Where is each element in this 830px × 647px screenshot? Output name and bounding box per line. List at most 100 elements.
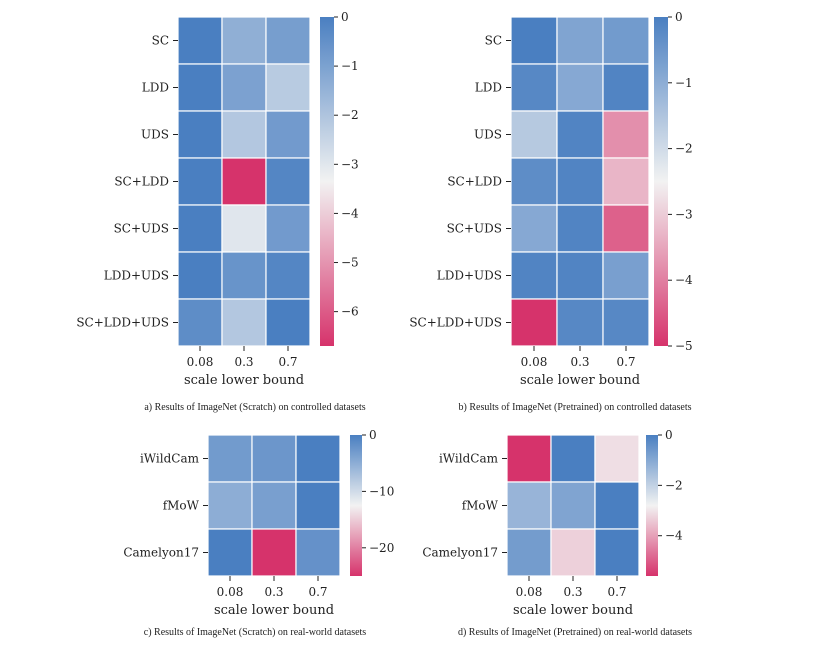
- heatmap-d-xtick-label: 0.7: [607, 585, 626, 599]
- heatmap-d-ytick-label: iWildCam: [439, 452, 499, 466]
- heatmap-d-cell-2-2: [594, 528, 640, 577]
- colorbar-d: [646, 435, 658, 576]
- caption-c: c) Results of ImageNet (Scratch) on real…: [143, 627, 367, 638]
- colorbar-d-tick-label: −2: [665, 478, 683, 492]
- colorbar-d-tick-label: −4: [665, 529, 683, 543]
- heatmap-d-cell-0-2: [594, 434, 640, 483]
- heatmap-b-cell-0-2: [602, 16, 650, 65]
- heatmap-a-cell-2-1: [221, 110, 267, 159]
- heatmap-a-cell-3-2: [265, 157, 311, 206]
- heatmap-c-cell-2-0: [207, 528, 253, 577]
- heatmap-c-xtick-label: 0.7: [308, 585, 327, 599]
- heatmap-c-xtick-label: 0.3: [264, 585, 283, 599]
- heatmap-b-xtick-label: 0.7: [616, 355, 635, 369]
- heatmap-a-cell-4-1: [221, 204, 267, 253]
- colorbar-b-tick-label: −3: [675, 207, 693, 221]
- colorbar-a-tick-label: −1: [341, 59, 359, 73]
- heatmap-b-xtick-label: 0.08: [521, 355, 548, 369]
- colorbar-a-tick-label: −4: [341, 206, 359, 220]
- colorbar-d-tick-label: 0: [665, 428, 673, 442]
- heatmap-b-ytick-label: SC+LDD: [447, 175, 502, 189]
- heatmap-b-cell-3-0: [510, 157, 558, 206]
- heatmap-c-ytick-label: iWildCam: [140, 452, 200, 466]
- colorbar-b-tick-label: −1: [675, 76, 693, 90]
- heatmap-a-cell-2-2: [265, 110, 311, 159]
- heatmap-c-ytick-label: Camelyon17: [123, 546, 199, 560]
- heatmap-b-cell-2-2: [602, 110, 650, 159]
- colorbar-b: [654, 17, 668, 346]
- heatmap-d-xlabel: scale lower bound: [513, 603, 633, 618]
- heatmap-b-cell-5-1: [556, 251, 604, 300]
- heatmap-a-ytick-label: SC+LDD+UDS: [76, 316, 169, 330]
- heatmap-a-cell-5-0: [177, 251, 223, 300]
- heatmap-a-ytick-label: LDD: [142, 81, 169, 95]
- heatmap-d-cell-1-1: [550, 481, 596, 530]
- colorbar-a-tick-label: −2: [341, 108, 359, 122]
- heatmap-a-cell-0-2: [265, 16, 311, 65]
- heatmap-c-ytick-label: fMoW: [163, 499, 200, 513]
- heatmap-c-cell-0-1: [251, 434, 297, 483]
- heatmap-b-cell-1-1: [556, 63, 604, 112]
- heatmap-a-cell-4-2: [265, 204, 311, 253]
- heatmap-a-cell-6-2: [265, 298, 311, 347]
- caption-a: a) Results of ImageNet (Scratch) on cont…: [144, 402, 366, 413]
- heatmap-d-cell-2-1: [550, 528, 596, 577]
- heatmap-a-xtick-label: 0.08: [187, 355, 214, 369]
- heatmap-b-cell-3-2: [602, 157, 650, 206]
- heatmap-a-cell-6-1: [221, 298, 267, 347]
- heatmap-b-ytick-label: LDD+UDS: [437, 269, 502, 283]
- heatmap-a-xlabel: scale lower bound: [184, 373, 304, 388]
- heatmap-b-ytick-label: SC+LDD+UDS: [409, 316, 502, 330]
- heatmap-a-ytick-label: LDD+UDS: [104, 269, 169, 283]
- heatmap-a-cell-0-1: [221, 16, 267, 65]
- colorbar-c-tick-label: −10: [369, 484, 394, 498]
- heatmap-b-cell-6-1: [556, 298, 604, 347]
- heatmap-d-cell-0-1: [550, 434, 596, 483]
- heatmap-b-cell-6-2: [602, 298, 650, 347]
- heatmap-b-cell-0-1: [556, 16, 604, 65]
- colorbar-b-tick-label: −5: [675, 339, 693, 353]
- heatmap-b-cell-1-2: [602, 63, 650, 112]
- heatmap-a-cell-1-2: [265, 63, 311, 112]
- colorbar-b-tick-label: −2: [675, 142, 693, 156]
- heatmap-c-xtick-label: 0.08: [217, 585, 244, 599]
- heatmap-c-cell-2-1: [251, 528, 297, 577]
- heatmap-a-ytick-label: SC+UDS: [114, 222, 169, 236]
- heatmap-b-cell-4-1: [556, 204, 604, 253]
- heatmap-a-cell-2-0: [177, 110, 223, 159]
- heatmap-b-ytick-label: SC: [485, 34, 502, 48]
- colorbar-b-tick-label: −4: [675, 273, 693, 287]
- heatmap-b-cell-2-0: [510, 110, 558, 159]
- heatmap-c-cell-1-1: [251, 481, 297, 530]
- heatmap-a-ytick-label: SC+LDD: [114, 175, 169, 189]
- heatmap-b-cell-3-1: [556, 157, 604, 206]
- heatmap-d-cell-0-0: [506, 434, 552, 483]
- colorbar-c: [350, 435, 362, 576]
- heatmap-a-ytick-label: SC: [152, 34, 169, 48]
- colorbar-a-tick-label: 0: [341, 10, 349, 24]
- heatmap-b-cell-0-0: [510, 16, 558, 65]
- heatmap-d-cell-1-0: [506, 481, 552, 530]
- colorbar-c-tick-label: −20: [369, 541, 394, 555]
- heatmap-a-cell-6-0: [177, 298, 223, 347]
- heatmap-b-cell-2-1: [556, 110, 604, 159]
- heatmap-a-cell-5-1: [221, 251, 267, 300]
- colorbar-a-tick-label: −3: [341, 157, 359, 171]
- heatmap-d-cell-1-2: [594, 481, 640, 530]
- heatmap-b-cell-5-0: [510, 251, 558, 300]
- heatmap-b-ytick-label: SC+UDS: [447, 222, 502, 236]
- heatmap-d-cell-2-0: [506, 528, 552, 577]
- heatmap-d-ytick-label: Camelyon17: [422, 546, 498, 560]
- heatmap-b-xlabel: scale lower bound: [520, 373, 640, 388]
- heatmap-d-ytick-label: fMoW: [462, 499, 499, 513]
- heatmap-a-cell-5-2: [265, 251, 311, 300]
- heatmap-c-xlabel: scale lower bound: [214, 603, 334, 618]
- heatmap-c-cell-1-2: [295, 481, 341, 530]
- heatmap-panel-b: SC LDD UDS SC+LDD SC+UDS LDD+UDS SC+LDD+UDS 0.0…: [409, 10, 693, 388]
- heatmap-a-xtick-label: 0.7: [278, 355, 297, 369]
- heatmap-a-ytick-label: UDS: [141, 128, 169, 142]
- heatmap-b-cell-5-2: [602, 251, 650, 300]
- heatmap-a-xtick-label: 0.3: [234, 355, 253, 369]
- heatmap-a-cell-4-0: [177, 204, 223, 253]
